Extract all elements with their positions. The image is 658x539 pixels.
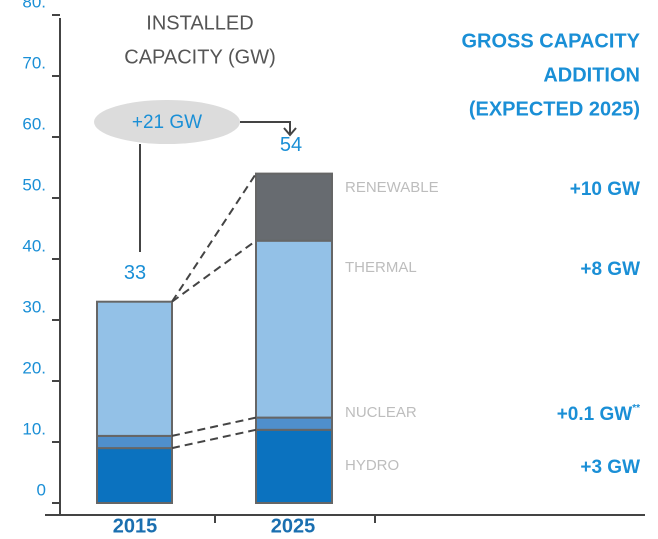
bar-segment bbox=[96, 434, 173, 450]
addition-value: +0.1 GW bbox=[557, 404, 633, 425]
series-label: NUCLEAR bbox=[345, 404, 417, 421]
y-tick-label: 10. bbox=[22, 419, 46, 438]
connector bbox=[171, 428, 257, 450]
addition-label: +10 GW bbox=[570, 179, 640, 200]
x-tick-label: 2025 bbox=[271, 515, 316, 537]
addition-value: +10 GW bbox=[570, 179, 640, 200]
connector bbox=[171, 173, 257, 303]
change-bubble bbox=[94, 100, 240, 144]
series-label: RENEWABLE bbox=[345, 179, 439, 196]
bar-segment bbox=[255, 428, 333, 504]
bar-segment bbox=[255, 416, 333, 431]
addition-label: +3 GW bbox=[580, 457, 640, 478]
y-tick-label: 70. bbox=[22, 53, 46, 72]
total-label: 33 bbox=[124, 262, 146, 284]
chart-title: CAPACITY (GW) bbox=[124, 46, 275, 68]
y-tick-label: 80. bbox=[22, 0, 46, 11]
addition-value: +3 GW bbox=[580, 457, 640, 478]
bar-segment bbox=[255, 172, 333, 242]
x-tick-label: 2015 bbox=[113, 515, 158, 537]
y-tick-label: 30. bbox=[22, 297, 46, 316]
bar-segment bbox=[96, 300, 173, 437]
total-label: 54 bbox=[280, 134, 302, 156]
side-title: (EXPECTED 2025) bbox=[469, 98, 640, 120]
chart-title: INSTALLED bbox=[146, 12, 253, 34]
y-tick-label: 0 bbox=[37, 480, 46, 499]
connector bbox=[240, 121, 291, 134]
series-label: THERMAL bbox=[345, 259, 417, 276]
addition-label: +0.1 GW** bbox=[557, 403, 640, 425]
side-title: GROSS CAPACITY bbox=[461, 30, 640, 52]
bar-segment bbox=[96, 447, 173, 505]
side-title: ADDITION bbox=[543, 64, 640, 86]
series-label: HYDRO bbox=[345, 457, 399, 474]
bar-segment bbox=[255, 239, 333, 419]
y-tick-label: 50. bbox=[22, 175, 46, 194]
change-label: +21 GW bbox=[132, 112, 202, 133]
addition-value: +8 GW bbox=[580, 259, 640, 280]
y-tick-label: 60. bbox=[22, 114, 46, 133]
y-tick-label: 40. bbox=[22, 236, 46, 255]
y-tick-label: 20. bbox=[22, 358, 46, 377]
addition-label: +8 GW bbox=[580, 259, 640, 280]
connector bbox=[171, 239, 257, 303]
arrow-head bbox=[283, 127, 297, 137]
connector bbox=[171, 416, 257, 437]
addition-note: ** bbox=[632, 403, 640, 414]
